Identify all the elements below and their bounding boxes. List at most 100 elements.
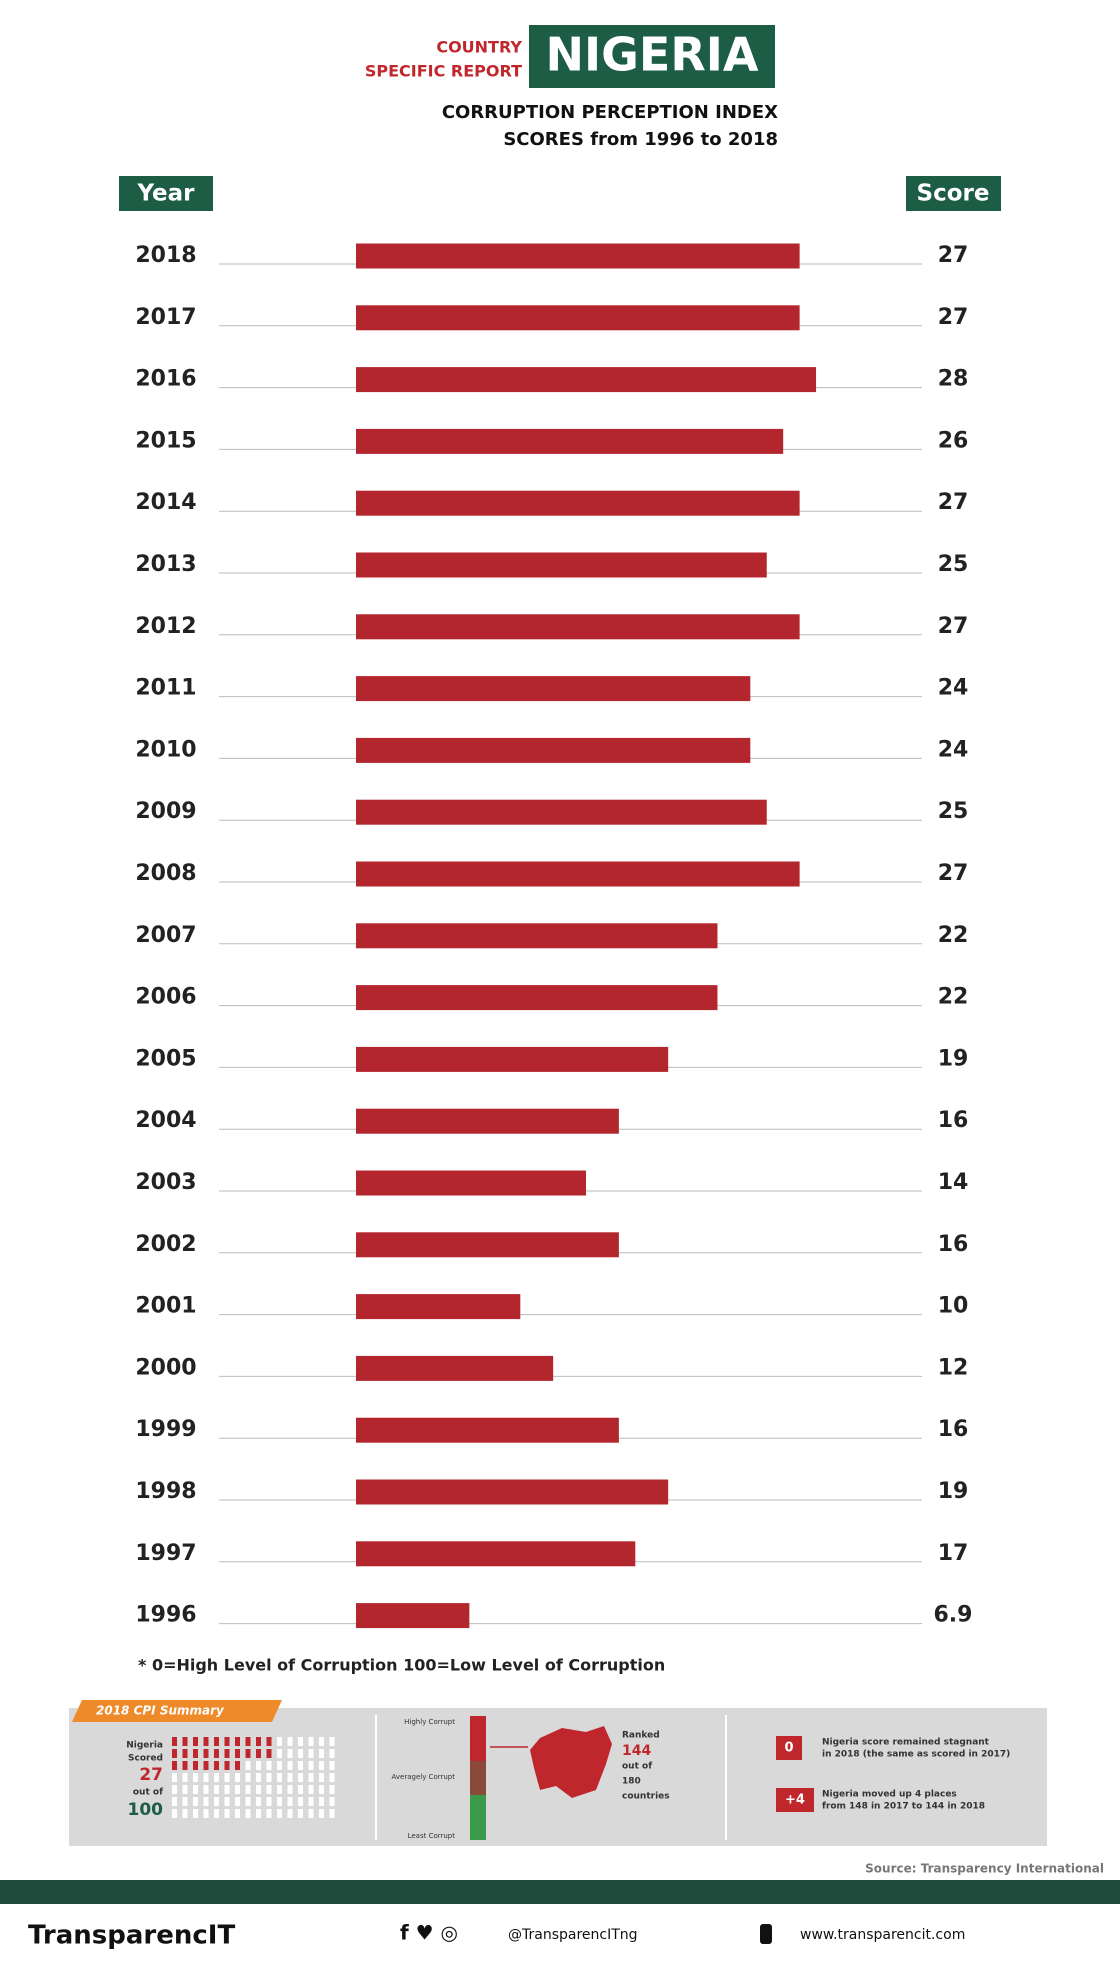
- score-cell: [308, 1749, 314, 1758]
- score-cell: [224, 1797, 230, 1806]
- score-label: 27: [938, 305, 969, 330]
- score-cell: [319, 1773, 324, 1782]
- score-cell: [245, 1773, 251, 1782]
- score-cell: [277, 1737, 282, 1746]
- note-line: Nigeria score remained stagnant: [822, 1738, 990, 1748]
- note-line: in 2018 (the same as scored in 2017): [822, 1750, 1010, 1760]
- note-line: from 148 in 2017 to 144 in 2018: [822, 1802, 985, 1812]
- score-cell: [203, 1749, 209, 1758]
- score-cell: [172, 1749, 177, 1758]
- score-cell: [193, 1761, 198, 1770]
- score-cell: [256, 1761, 261, 1770]
- year-label: 2008: [135, 861, 196, 886]
- score-cell: [256, 1809, 261, 1818]
- bar: [356, 1603, 470, 1629]
- year-label: 2003: [135, 1170, 196, 1195]
- score-cell: [235, 1737, 240, 1746]
- score-cell: [214, 1737, 219, 1746]
- bar: [356, 861, 800, 887]
- badge-bg: [776, 1736, 802, 1760]
- year-label: 2010: [135, 737, 196, 762]
- bar: [356, 1417, 619, 1443]
- score-cell: [203, 1737, 209, 1746]
- score-cell: [308, 1785, 314, 1794]
- score-label: 16: [938, 1232, 969, 1257]
- year-label: 2007: [135, 923, 196, 948]
- score-cell: [235, 1785, 240, 1794]
- score-cell: [277, 1773, 282, 1782]
- chart-title: CORRUPTION PERCEPTION INDEX: [442, 102, 778, 123]
- footer-bar: [0, 1880, 1120, 1904]
- score-cell: [298, 1809, 303, 1818]
- score-label: 25: [938, 552, 969, 577]
- score-cell: [298, 1785, 303, 1794]
- source: Source: Transparency International: [865, 1862, 1104, 1876]
- score-cell: [266, 1809, 272, 1818]
- bar: [356, 799, 767, 825]
- gauge-label: Averagely Corrupt: [392, 1773, 456, 1781]
- score-cell: [256, 1773, 261, 1782]
- score-label: 24: [938, 676, 969, 701]
- score-cell: [214, 1773, 219, 1782]
- badge: +4: [785, 1793, 805, 1808]
- gauge-label: Highly Corrupt: [404, 1718, 455, 1726]
- bar: [356, 552, 767, 578]
- score-cell: [203, 1797, 209, 1806]
- score-cell: [224, 1773, 230, 1782]
- score-cell: [172, 1773, 177, 1782]
- score-cell: [287, 1749, 293, 1758]
- score-cell: [245, 1737, 251, 1746]
- score-cell: [329, 1761, 335, 1770]
- year-label: 2012: [135, 614, 196, 639]
- score-cell: [214, 1797, 219, 1806]
- score-cell: [287, 1797, 293, 1806]
- score-cell: [329, 1773, 335, 1782]
- score-label: 17: [938, 1541, 969, 1566]
- bar: [356, 367, 817, 393]
- score-cell: [182, 1761, 188, 1770]
- score-label: 27: [938, 614, 969, 639]
- score-cell: [245, 1797, 251, 1806]
- score-cell: [193, 1785, 198, 1794]
- summary-notes: 0 Nigeria score remained stagnant in 2018 …: [776, 1736, 1010, 1812]
- bar: [356, 1232, 619, 1258]
- bar: [356, 676, 751, 702]
- score-label: 25: [938, 799, 969, 824]
- score-cell: [214, 1785, 219, 1794]
- ranked-label: countries: [622, 1792, 670, 1802]
- bar: [356, 428, 784, 454]
- score-cell: [256, 1749, 261, 1758]
- score-cell: [214, 1809, 219, 1818]
- score-cell: [182, 1797, 188, 1806]
- country: NIGERIA: [546, 28, 759, 82]
- score-cell: [329, 1737, 335, 1746]
- score-label: 28: [938, 367, 969, 392]
- scored-total: 100: [128, 1800, 164, 1820]
- year-label: 2006: [135, 985, 196, 1010]
- score-cell: [329, 1797, 335, 1806]
- country-box: [529, 25, 775, 88]
- year-header: Year: [136, 181, 195, 207]
- score-cell: [235, 1773, 240, 1782]
- score-cell: [266, 1785, 272, 1794]
- bar: [356, 243, 800, 269]
- score-cell: [319, 1737, 324, 1746]
- score-cell: [298, 1737, 303, 1746]
- score-cell: [329, 1749, 335, 1758]
- gauge-label: Least Corrupt: [408, 1832, 456, 1840]
- gauge-high: [470, 1716, 486, 1761]
- score-cell: [329, 1809, 335, 1818]
- score-cell: [277, 1749, 282, 1758]
- score-label: 14: [938, 1170, 969, 1195]
- year-label: 2015: [135, 428, 196, 453]
- score-header: Score: [917, 181, 990, 207]
- score-cell: [266, 1749, 272, 1758]
- score-label: 22: [938, 923, 969, 948]
- score-cell: [266, 1797, 272, 1806]
- note: * 0=High Level of Corruption 100=Low Lev…: [138, 1656, 665, 1675]
- score-cell: [266, 1737, 272, 1746]
- score-cell: [203, 1809, 209, 1818]
- score-cell: [266, 1773, 272, 1782]
- score-cell: [329, 1785, 335, 1794]
- score-cell: [224, 1785, 230, 1794]
